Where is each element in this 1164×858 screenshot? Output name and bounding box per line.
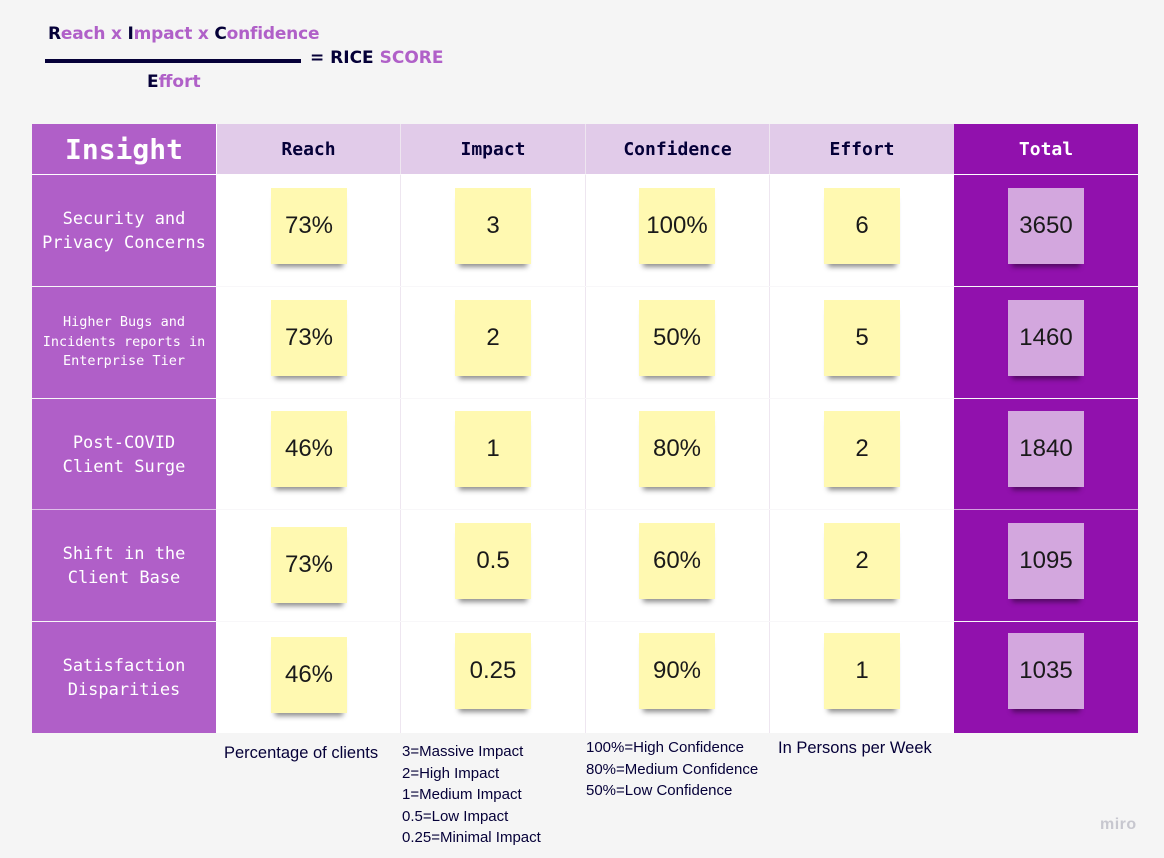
rice-formula: Reach x Impact x Confidence Effort = RIC… (0, 0, 520, 110)
sticky-note-reach[interactable]: 46% (271, 637, 347, 713)
header-effort: Effort (770, 124, 954, 174)
sticky-note-impact[interactable]: 3 (455, 188, 531, 264)
formula-numerator: Reach x Impact x Confidence (48, 24, 320, 44)
sticky-note-total[interactable]: 1460 (1008, 300, 1084, 376)
sticky-note-total[interactable]: 1840 (1008, 411, 1084, 487)
rice-table: Insight Reach Impact Confidence Effort T… (32, 124, 1138, 733)
insight-cell: Higher Bugs and Incidents reports in Ent… (32, 287, 216, 398)
formula-denominator: Effort (147, 72, 201, 92)
sticky-note-confidence[interactable]: 60% (639, 523, 715, 599)
sticky-note-reach[interactable]: 73% (271, 300, 347, 376)
sticky-note-effort[interactable]: 6 (824, 188, 900, 264)
sticky-note-impact[interactable]: 0.5 (455, 523, 531, 599)
row-separator (32, 398, 1138, 399)
sticky-note-effort[interactable]: 2 (824, 411, 900, 487)
row-separator (32, 174, 1138, 175)
sticky-note-confidence[interactable]: 80% (639, 411, 715, 487)
insight-cell: Post-COVID Client Surge (32, 399, 216, 510)
insight-cell: Shift in the Client Base (32, 510, 216, 621)
grid-line (769, 124, 770, 733)
confidence-scale-note: 100%=High Confidence 80%=Medium Confiden… (586, 739, 759, 799)
grid-line (585, 124, 586, 733)
sticky-note-reach[interactable]: 73% (271, 527, 347, 603)
header-reach: Reach (217, 124, 400, 174)
sticky-note-effort[interactable]: 2 (824, 523, 900, 599)
insight-cell: Security and Privacy Concerns (32, 175, 216, 286)
grid-line (400, 124, 401, 733)
header-total: Total (954, 124, 1138, 174)
fraction-line (45, 59, 301, 63)
row-separator (32, 286, 1138, 287)
sticky-note-effort[interactable]: 1 (824, 633, 900, 709)
header-insight: Insight (32, 124, 216, 174)
sticky-note-reach[interactable]: 73% (271, 188, 347, 264)
sticky-note-total[interactable]: 3650 (1008, 188, 1084, 264)
sticky-note-total[interactable]: 1095 (1008, 523, 1084, 599)
sticky-note-confidence[interactable]: 50% (639, 300, 715, 376)
sticky-note-impact[interactable]: 0.25 (455, 633, 531, 709)
insight-cell: Satisfaction Disparities (32, 622, 216, 733)
row-separator (32, 621, 1138, 622)
header-impact: Impact (401, 124, 585, 174)
sticky-note-total[interactable]: 1035 (1008, 633, 1084, 709)
impact-scale-note: 3=Massive Impact 2=High Impact 1=Medium … (402, 743, 541, 846)
sticky-note-confidence[interactable]: 100% (639, 188, 715, 264)
effort-note: In Persons per Week (778, 739, 932, 757)
reach-note: Percentage of clients (224, 744, 379, 762)
header-confidence: Confidence (586, 124, 769, 174)
miro-logo: miro (1100, 816, 1137, 833)
sticky-note-impact[interactable]: 1 (455, 411, 531, 487)
sticky-note-effort[interactable]: 5 (824, 300, 900, 376)
row-separator (32, 509, 1138, 510)
formula-result: = RICE SCORE (310, 48, 444, 68)
sticky-note-reach[interactable]: 46% (271, 411, 347, 487)
sticky-note-confidence[interactable]: 90% (639, 633, 715, 709)
sticky-note-impact[interactable]: 2 (455, 300, 531, 376)
